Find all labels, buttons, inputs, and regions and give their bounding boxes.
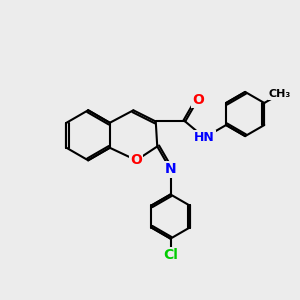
Text: O: O [192,93,204,107]
Text: O: O [130,153,142,167]
Text: CH₃: CH₃ [268,89,291,99]
Text: Cl: Cl [163,248,178,262]
Text: N: N [165,162,176,176]
Text: HN: HN [194,131,215,144]
